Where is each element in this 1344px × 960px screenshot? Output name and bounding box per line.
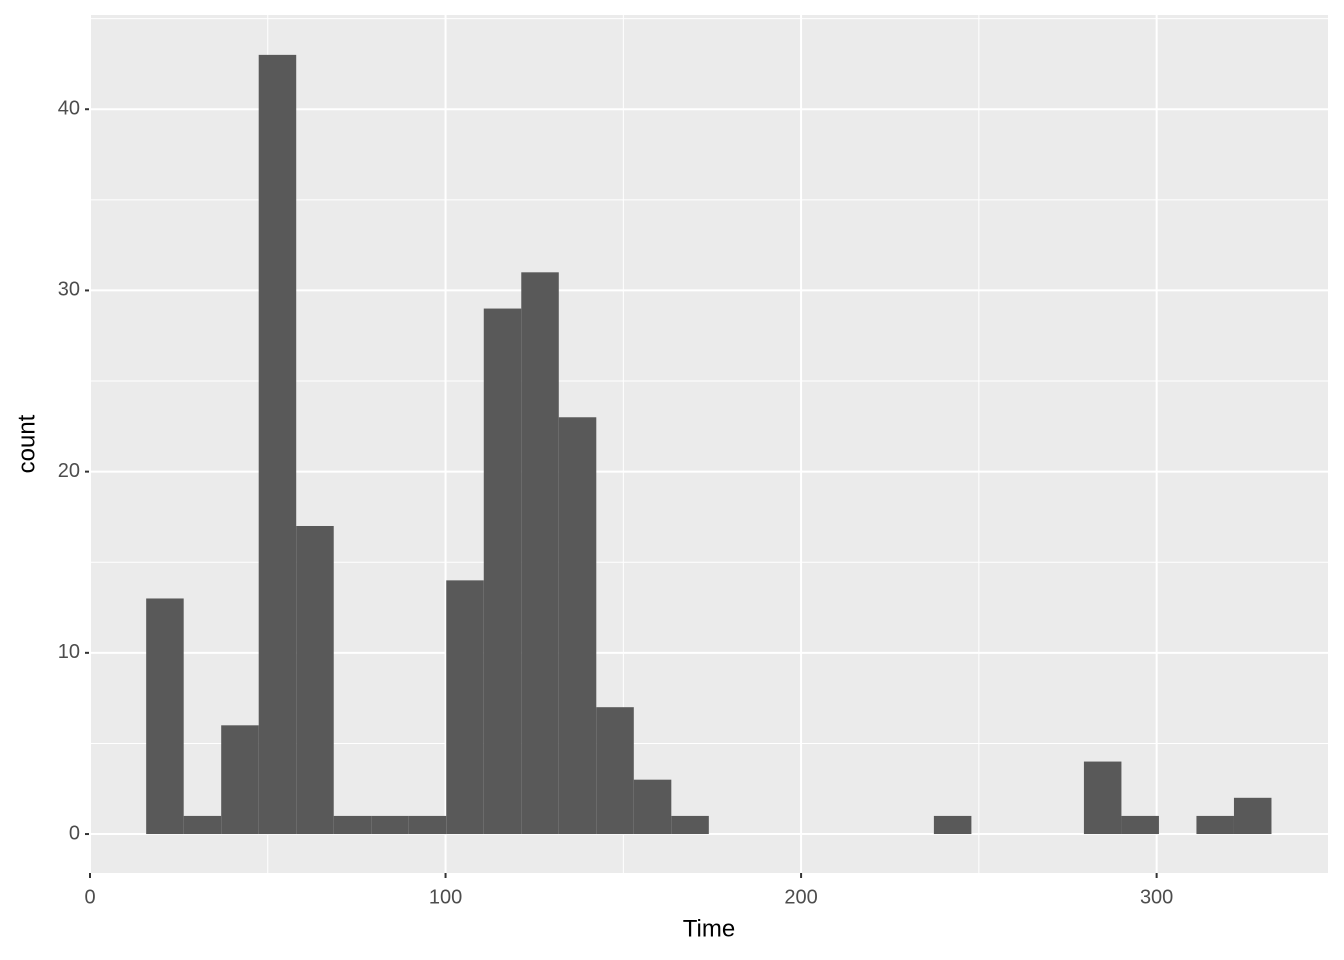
- bar: [1083, 761, 1122, 835]
- y-tick-label: 40: [58, 98, 80, 120]
- bar: [408, 815, 447, 835]
- x-tick-label: 0: [84, 886, 95, 908]
- bar: [558, 417, 597, 835]
- y-axis-title: count: [13, 414, 40, 473]
- x-tick-label: 100: [429, 886, 462, 908]
- bar: [258, 54, 297, 835]
- bar: [371, 815, 409, 835]
- y-tick-label: 20: [58, 460, 80, 482]
- bar: [296, 525, 334, 835]
- y-tick-label: 10: [58, 641, 80, 663]
- x-tick-label: 300: [1140, 886, 1173, 908]
- bar: [483, 308, 522, 835]
- y-tick-label: 30: [58, 279, 80, 301]
- bar: [671, 815, 709, 835]
- bar: [521, 272, 559, 835]
- bar: [596, 707, 634, 835]
- bar: [333, 815, 372, 835]
- bar: [933, 815, 972, 835]
- bar: [1121, 815, 1159, 835]
- bar: [221, 725, 259, 835]
- x-axis-title: Time: [683, 915, 735, 942]
- bar: [1233, 797, 1272, 835]
- bar: [183, 815, 222, 835]
- x-tick-label: 200: [784, 886, 817, 908]
- y-tick-label: 0: [69, 822, 80, 844]
- bar: [146, 598, 184, 835]
- bar: [446, 580, 484, 835]
- bar: [1196, 815, 1234, 835]
- bar: [633, 779, 672, 835]
